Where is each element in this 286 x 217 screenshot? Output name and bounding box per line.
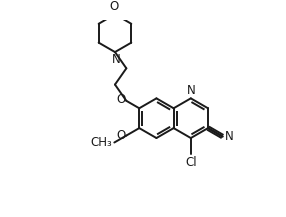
Text: O: O xyxy=(110,0,119,13)
Text: Cl: Cl xyxy=(185,156,196,169)
Text: N: N xyxy=(225,130,233,143)
Text: O: O xyxy=(116,129,126,142)
Text: N: N xyxy=(187,84,196,97)
Text: CH₃: CH₃ xyxy=(91,136,112,149)
Text: N: N xyxy=(112,53,120,66)
Text: O: O xyxy=(116,94,126,106)
